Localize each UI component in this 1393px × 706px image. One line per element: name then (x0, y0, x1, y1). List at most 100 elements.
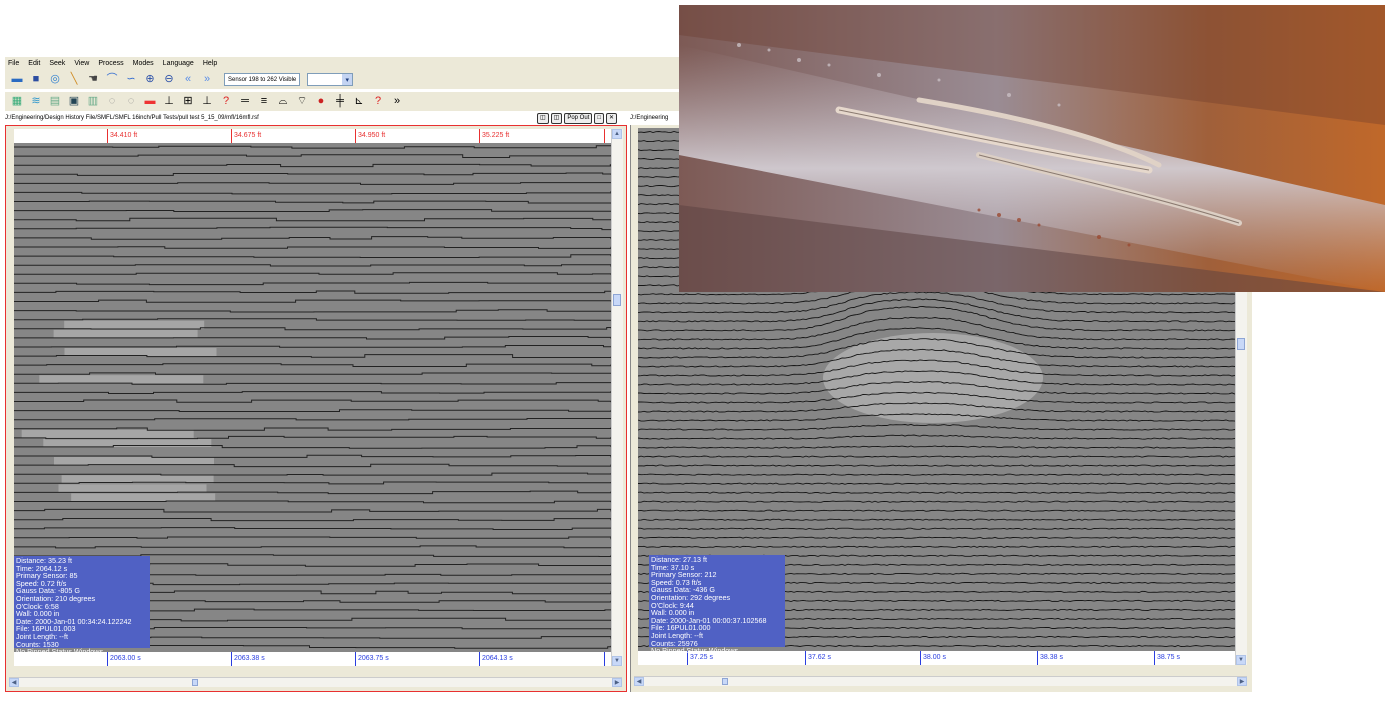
ruler-icon[interactable]: ╲ (70, 73, 78, 85)
split-button[interactable]: ◫ (550, 113, 563, 124)
menu-seek[interactable]: Seek (49, 60, 66, 67)
chart-view-icon[interactable]: ▦ (11, 95, 23, 107)
marker-icon[interactable]: ╪ (336, 95, 344, 107)
status-line: Orientation: 210 degrees (16, 593, 96, 603)
scan-icon[interactable]: ◌ (108, 95, 116, 107)
tile-button[interactable]: ◫ (537, 113, 549, 124)
horizontal-scrollbar[interactable]: ◀ ▶ (9, 677, 622, 687)
sensor-select[interactable]: ▾ (307, 73, 354, 86)
menu-view[interactable]: View (74, 60, 90, 67)
globe-icon[interactable]: ◎ (50, 73, 60, 85)
trace-line (14, 226, 611, 231)
trace-view-icon[interactable]: ≋ (31, 95, 41, 107)
status-line: No Pinned Status Windows (651, 646, 739, 656)
status-line: Counts: 25976 (651, 638, 698, 648)
trace-line (14, 454, 611, 458)
status-line: File: 16PUL01.003 (16, 624, 76, 634)
trace-line (14, 554, 611, 557)
vertical-scrollbar[interactable]: ▲ ▼ (611, 129, 623, 666)
zoom-out-icon[interactable]: ⊖ (164, 73, 174, 85)
trace-line (14, 145, 611, 149)
trace-line (14, 200, 611, 204)
menu-process[interactable]: Process (98, 60, 124, 67)
trace-line (14, 536, 611, 540)
casing-icon[interactable]: ≡ (260, 95, 268, 107)
trace-line (14, 191, 611, 195)
save-icon[interactable]: ■ (32, 73, 40, 85)
menu-language[interactable]: Language (162, 60, 194, 67)
trace-line (14, 500, 611, 504)
scroll-right-icon[interactable]: ▶ (612, 678, 622, 687)
trace-line (638, 348, 1235, 368)
time-ruler: 37.25 s 37.62 s 38.00 s 38.38 s 38.75 s (638, 651, 1235, 665)
sleeve-icon[interactable]: ═ (241, 95, 249, 107)
status-line: Joint Length: --ft (16, 631, 68, 641)
signal-band (53, 329, 198, 338)
chevron-down-icon[interactable]: ▾ (342, 74, 353, 85)
scroll-down-icon[interactable]: ▼ (1236, 655, 1246, 665)
maximize-button[interactable]: □ (594, 113, 604, 124)
horizontal-scrollbar[interactable]: ◀ ▶ (634, 676, 1247, 686)
valve-icon[interactable]: ● (317, 95, 325, 107)
unknown-feature-icon[interactable]: ? (222, 95, 230, 107)
menu-edit[interactable]: Edit (28, 60, 41, 67)
zoom-in-icon[interactable]: ⊕ (145, 73, 155, 85)
scroll-left-icon[interactable]: ◀ (9, 678, 19, 687)
more-tools[interactable]: » (393, 95, 401, 107)
menu-bar: File Edit Seek View Process Modes Langua… (5, 57, 680, 70)
trace-line (638, 518, 1235, 521)
angle-icon[interactable]: ⊾ (354, 95, 364, 107)
menu-help[interactable]: Help (202, 60, 218, 67)
question-icon[interactable]: ? (374, 95, 382, 107)
rewind-icon[interactable]: « (184, 73, 192, 85)
hand-icon[interactable]: ☚ (88, 73, 98, 85)
trace-line (14, 264, 611, 267)
grid-view-icon[interactable]: ▥ (87, 95, 99, 107)
window-controls: ◫ ◫ Pop Out □ ✕ (537, 113, 618, 124)
trace-line (14, 545, 611, 549)
status-line: O'Clock: 6:58 (16, 601, 59, 611)
trace-line (14, 327, 611, 331)
status-line: Time: 37.10 s (651, 562, 695, 572)
scroll-thumb[interactable] (192, 679, 198, 686)
trace-line (14, 527, 611, 530)
forward-icon[interactable]: » (203, 73, 211, 85)
trace-line (638, 359, 1235, 377)
trace-line (14, 217, 611, 222)
trace-line (14, 472, 611, 476)
sensor-visible-field[interactable]: Sensor 198 to 262 Visible (224, 73, 301, 86)
joint-icon[interactable]: ⊞ (183, 95, 193, 107)
dent-icon[interactable]: ⌔ (296, 95, 308, 107)
wave-icon[interactable]: ∽ (126, 73, 136, 85)
trace-line (14, 435, 611, 440)
layer-view-icon[interactable]: ▤ (49, 95, 61, 107)
status-line: Gauss Data: -805 G (16, 586, 80, 596)
scroll-left-icon[interactable]: ◀ (634, 677, 644, 686)
trace-line (638, 491, 1235, 494)
close-button[interactable]: ✕ (605, 113, 618, 124)
weld-icon[interactable]: ⊥ (164, 95, 174, 107)
main-toolbar: ▬ ■ ◎ ╲ ☚ ⌒ ∽ ⊕ ⊖ « » Sensor 198 to 262 … (5, 70, 680, 89)
pipe-icon[interactable]: ⌒ (106, 73, 118, 85)
status-line: O'Clock: 9:44 (651, 600, 694, 610)
trace-line (14, 272, 611, 275)
scroll-thumb[interactable] (722, 678, 728, 685)
tee-icon[interactable]: ⊥ (202, 95, 212, 107)
scroll-up-icon[interactable]: ▲ (612, 129, 622, 139)
pop-out-button[interactable]: Pop Out (564, 113, 593, 124)
signal-band (64, 348, 217, 357)
scroll-down-icon[interactable]: ▼ (612, 656, 622, 666)
ruler-label: 2063.38 s (234, 655, 265, 662)
bend-icon[interactable]: ⌓ (278, 95, 288, 107)
color-view-icon[interactable]: ▣ (68, 95, 80, 107)
scroll-thumb[interactable] (1237, 338, 1245, 350)
scroll-right-icon[interactable]: ▶ (1237, 677, 1247, 686)
palette-icon[interactable]: ▬ (144, 95, 156, 107)
folder-open-icon[interactable]: ▬ (11, 73, 23, 85)
menu-file[interactable]: File (8, 60, 20, 67)
trace-line (14, 236, 611, 240)
ruler-tick (604, 129, 605, 143)
select-icon[interactable]: ◌ (127, 95, 135, 107)
menu-modes[interactable]: Modes (132, 60, 154, 67)
scroll-thumb[interactable] (613, 294, 621, 306)
